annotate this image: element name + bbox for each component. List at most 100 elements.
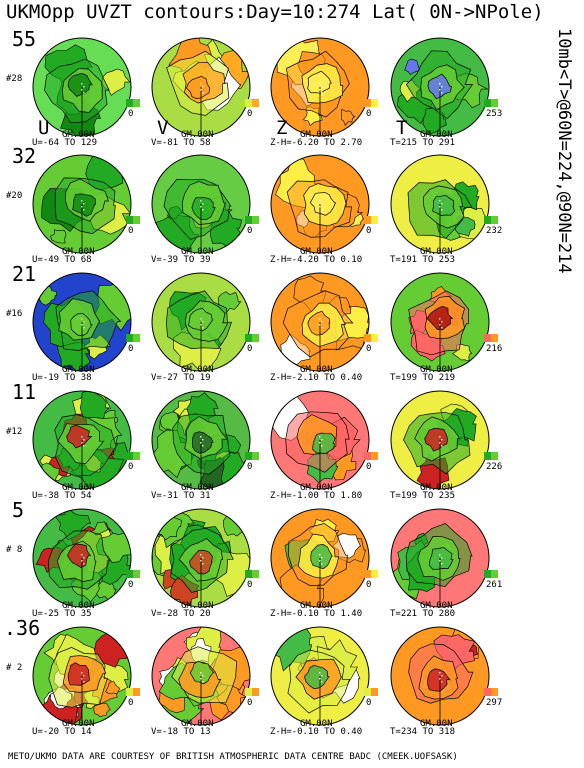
polar-contour-panel — [388, 506, 514, 632]
color-key — [126, 99, 140, 107]
pole-marker — [441, 203, 443, 205]
pole-marker — [81, 672, 83, 674]
contour-ring — [427, 668, 451, 692]
pole-marker — [81, 324, 83, 326]
color-key — [484, 99, 498, 107]
meridian-label: GM.00N — [181, 365, 214, 375]
meridian-label: GM.00N — [62, 130, 95, 140]
pole-marker — [321, 321, 323, 323]
polar-contour-panel — [388, 624, 514, 750]
pole-marker — [319, 554, 321, 556]
color-key-label: 232 — [486, 226, 503, 236]
meridian-label: GM.00N — [300, 247, 333, 257]
color-key-label: 0 — [128, 462, 134, 472]
meridian-label: GM.00N — [420, 365, 453, 375]
polar-contour-panel — [268, 388, 394, 514]
pole-boundary — [151, 508, 251, 608]
pole-marker — [319, 678, 321, 680]
color-key — [364, 334, 378, 342]
pole-marker — [319, 324, 321, 326]
color-key-label: 0 — [128, 698, 134, 708]
row-index: #28 — [6, 74, 23, 84]
pole-marker — [83, 92, 85, 94]
color-key-label: 253 — [486, 109, 503, 119]
pole-boundary — [270, 272, 370, 372]
color-key-label: 0 — [247, 698, 253, 708]
color-key — [484, 570, 498, 578]
pole-marker — [200, 436, 202, 438]
color-key — [245, 216, 259, 224]
row-index: #20 — [6, 191, 23, 201]
field-range: T=199 TO 219 — [390, 373, 456, 383]
pole-marker — [81, 318, 83, 320]
pole-boundary — [270, 37, 370, 137]
pole-boundary — [270, 154, 370, 254]
polar-contour-panel — [149, 35, 275, 161]
level-label: 5 — [12, 498, 25, 522]
color-key — [126, 334, 140, 342]
meridian-label: GM.00N — [62, 247, 95, 257]
row-index: # 2 — [6, 663, 23, 673]
pole-marker — [441, 445, 443, 447]
pole-marker — [83, 681, 85, 683]
color-key-label: 0 — [247, 462, 253, 472]
pole-marker — [439, 442, 441, 444]
variable-label: U — [38, 117, 50, 139]
field-range: U=-25 TO 35 — [32, 609, 92, 619]
polar-contour-panel — [30, 624, 156, 750]
pole-marker — [441, 92, 443, 94]
polar-contour-panel — [149, 506, 275, 632]
field-range: U=-64 TO 129 — [32, 138, 98, 148]
pole-marker — [441, 557, 443, 559]
contour-ring — [304, 664, 330, 689]
pole-boundary — [390, 37, 490, 137]
color-key-label: 0 — [247, 580, 253, 590]
pole-boundary — [32, 272, 132, 372]
pole-marker — [83, 209, 85, 211]
variable-label: Z — [276, 117, 288, 139]
pole-marker — [439, 200, 441, 202]
contour-region — [404, 58, 420, 76]
pole-marker — [200, 678, 202, 680]
contour-ring — [188, 308, 214, 332]
pole-marker — [200, 554, 202, 556]
pole-marker — [200, 83, 202, 85]
pole-marker — [81, 436, 83, 438]
pole-marker — [439, 436, 441, 438]
pole-boundary — [151, 154, 251, 254]
polar-contour-panel — [30, 270, 156, 396]
pole-marker — [200, 442, 202, 444]
color-key — [126, 216, 140, 224]
polar-contour-panel — [268, 35, 394, 161]
polar-contour-panel — [30, 35, 156, 161]
pole-marker — [441, 681, 443, 683]
variable-label: T — [396, 117, 408, 139]
polar-contour-panel — [30, 506, 156, 632]
pole-marker — [439, 318, 441, 320]
polar-contour-panel — [149, 270, 275, 396]
contour-region — [93, 702, 111, 718]
pole-boundary — [151, 37, 251, 137]
color-key — [126, 688, 140, 696]
color-key-label: 0 — [366, 344, 372, 354]
pole-marker — [319, 318, 321, 320]
pole-marker — [441, 321, 443, 323]
pole-marker — [319, 206, 321, 208]
field-range: Z-H=-6.20 TO 2.70 — [270, 138, 363, 148]
color-key — [126, 452, 140, 460]
pole-boundary — [390, 390, 490, 490]
contour-region — [222, 515, 249, 537]
meridian-label: GM.00N — [181, 719, 214, 729]
level-label: 55 — [12, 27, 37, 51]
pole-marker — [439, 89, 441, 91]
pole-boundary — [32, 37, 132, 137]
color-key-label: 0 — [128, 580, 134, 590]
credit-footer: METO/UKMO DATA ARE COURTESY OF BRITISH A… — [8, 752, 458, 762]
field-range: T=215 TO 291 — [390, 138, 456, 148]
figure-title: UKMOpp UVZT contours:Day=10:274 Lat( 0N-… — [6, 1, 544, 23]
contour-ring — [72, 193, 96, 217]
pole-marker — [321, 86, 323, 88]
field-range: Z-H=-1.00 TO 1.80 — [270, 491, 363, 501]
pole-marker — [202, 557, 204, 559]
pole-marker — [202, 681, 204, 683]
